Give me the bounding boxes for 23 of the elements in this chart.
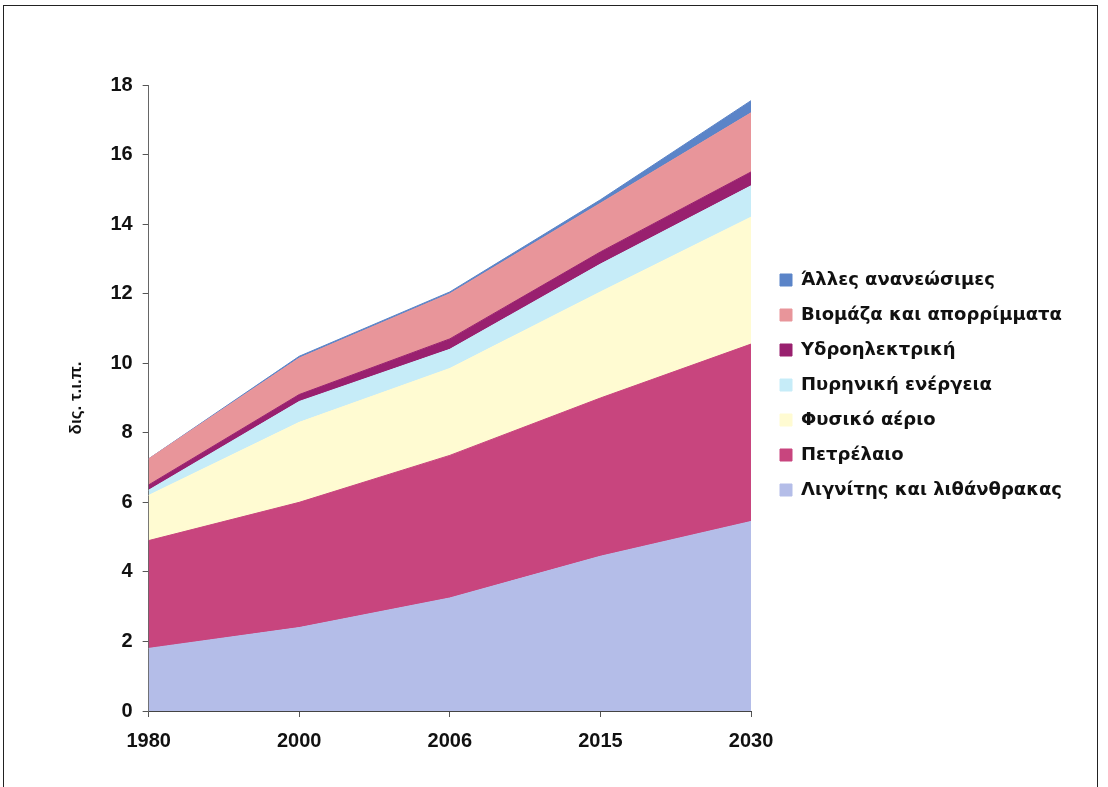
y-tick-label: 6	[121, 489, 133, 512]
y-tick-label: 14	[110, 211, 134, 234]
x-tick-label: 2000	[276, 728, 322, 751]
legend-label: Άλλες ανανεώσιμες	[801, 267, 995, 289]
y-tick-label: 18	[110, 72, 133, 95]
y-tick-label: 8	[121, 420, 133, 443]
x-tick-label: 2015	[578, 728, 623, 751]
y-tick-label: 12	[110, 281, 133, 304]
legend-label: Βιομάζα και απορρίμματα	[801, 302, 1062, 324]
y-tick-label: 4	[121, 559, 134, 582]
legend-label: Υδροηλεκτρική	[800, 337, 956, 359]
x-tick-label: 1980	[126, 728, 171, 751]
y-tick-label: 0	[121, 698, 133, 721]
y-axis-title: δις. τ.ι.π.	[65, 361, 85, 435]
y-tick-label: 10	[110, 350, 133, 373]
legend-label: Λιγνίτης και λιθάνθρακας	[801, 477, 1063, 499]
x-tick-label: 2006	[427, 728, 473, 751]
legend-label: Πετρέλαιο	[801, 442, 904, 464]
legend-label: Φυσικό αέριο	[801, 407, 936, 429]
legend-label: Πυρηνική ενέργεια	[801, 372, 992, 394]
y-tick-label: 2	[121, 628, 133, 651]
y-tick-label: 16	[110, 142, 133, 165]
x-tick-label: 2030	[728, 728, 774, 751]
